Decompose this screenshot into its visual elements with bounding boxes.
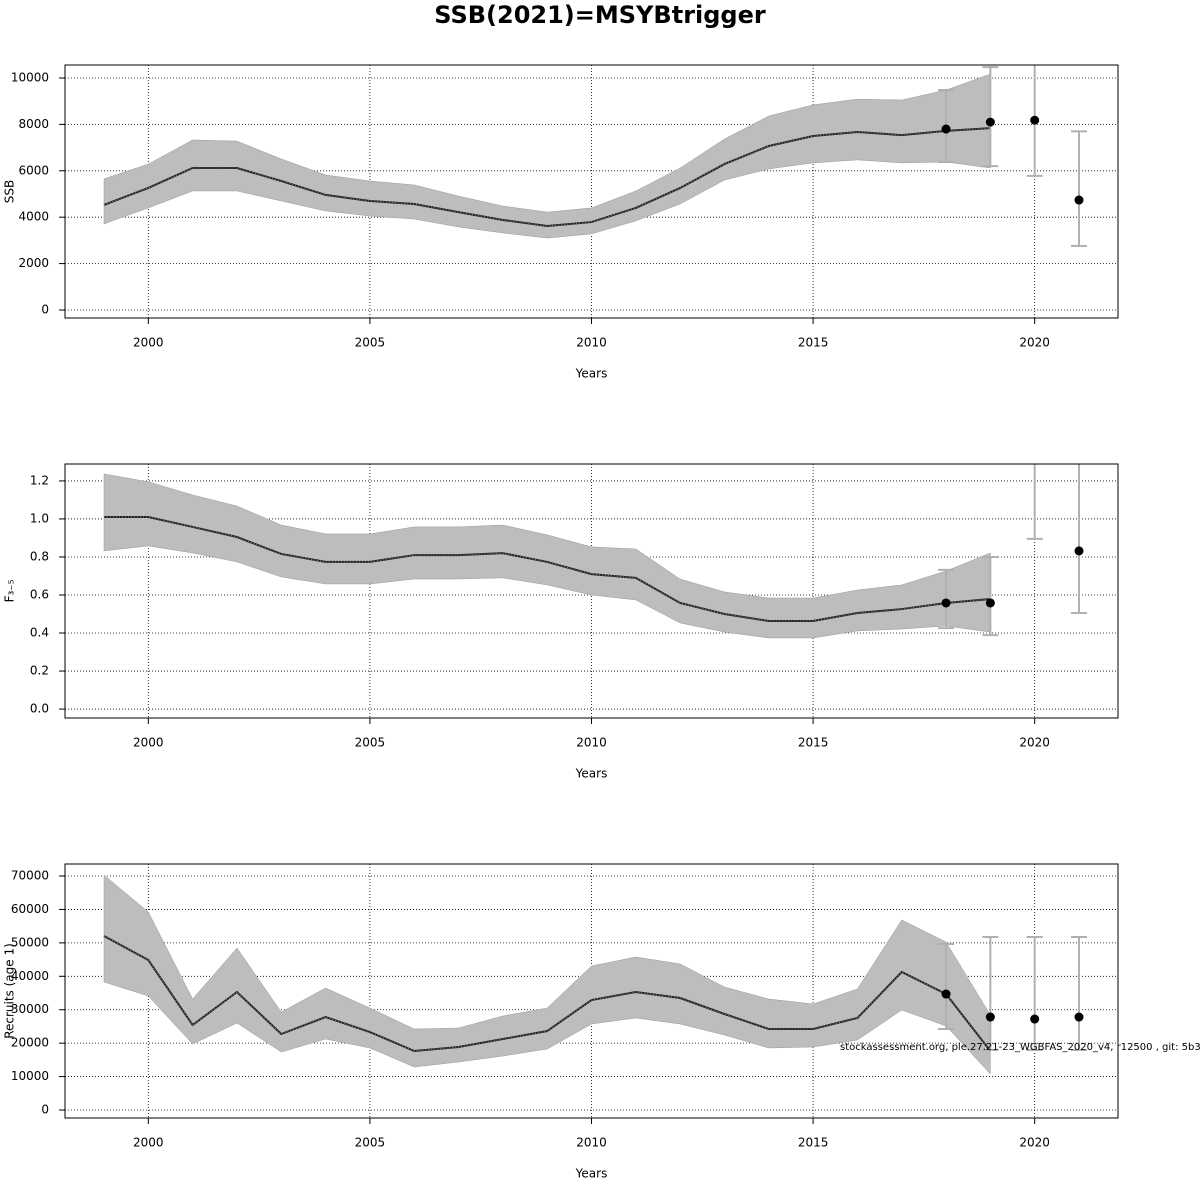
y-tick-label: 0.0 [30, 702, 49, 716]
point [1074, 1012, 1084, 1022]
point [1074, 546, 1084, 556]
y-tick-label: 0.2 [30, 664, 49, 678]
panel: 0 10000 20000 30000 40000 50000 60000 70000 2000… [3, 863, 1119, 1181]
chart-title: SSB(2021)=MSYBtrigger [434, 1, 766, 29]
y-tick-label: 50000 [11, 935, 49, 949]
point [985, 117, 995, 127]
y-tick-label: 10000 [11, 70, 49, 84]
y-tick-label: 1.2 [30, 473, 49, 487]
x-tick-label: 2005 [355, 736, 386, 750]
y-tick-label: 4000 [18, 210, 49, 224]
x-tick-label: 2010 [576, 336, 607, 350]
x-tick-label: 2020 [1019, 336, 1050, 350]
y-tick-label: 10000 [11, 1069, 49, 1083]
x-tick-label: 2015 [798, 336, 829, 350]
point [1074, 195, 1084, 205]
point [1030, 1014, 1040, 1024]
x-axis-label: Years [575, 367, 608, 381]
x-tick-label: 2010 [576, 736, 607, 750]
point [985, 1012, 995, 1022]
estimate-line-dots [103, 127, 991, 227]
plot-frame [64, 64, 1119, 319]
x-tick-label: 2020 [1019, 1136, 1050, 1150]
x-tick-label: 2005 [355, 1136, 386, 1150]
x-tick-label: 2005 [355, 336, 386, 350]
y-axis-label: Recruits (age 1) [3, 943, 17, 1039]
x-tick-label: 2020 [1019, 736, 1050, 750]
y-tick-label: 0 [41, 302, 49, 316]
y-tick-label: 0 [41, 1103, 49, 1117]
x-tick-label: 2000 [133, 336, 164, 350]
plot-area [65, 864, 1118, 1118]
plot-frame [64, 463, 1119, 719]
x-axis-label: Years [575, 767, 608, 781]
x-tick-label: 2000 [133, 736, 164, 750]
plot-area [65, 65, 1118, 318]
y-tick-label: 2000 [18, 256, 49, 270]
y-tick-label: 6000 [18, 163, 49, 177]
panel: 0 2000 4000 6000 8000 10000 2000 2005 2010 2015 20… [3, 64, 1119, 381]
confidence-band [103, 874, 991, 1075]
point [1030, 115, 1040, 125]
x-tick-label: 2015 [798, 736, 829, 750]
y-tick-label: 1.0 [30, 511, 49, 525]
estimate-line-dots [103, 935, 991, 1052]
x-axis-label: Years [575, 1167, 608, 1181]
y-tick-label: 0.6 [30, 587, 49, 601]
y-tick-label: 8000 [18, 117, 49, 131]
y-tick-label: 40000 [11, 969, 49, 983]
point [941, 598, 951, 608]
y-tick-label: 20000 [11, 1036, 49, 1050]
x-tick-label: 2010 [576, 1136, 607, 1150]
x-tick-label: 2015 [798, 1136, 829, 1150]
point [941, 989, 951, 999]
plot-frame [64, 863, 1119, 1119]
y-tick-label: 0.8 [30, 549, 49, 563]
y-tick-label: 70000 [11, 869, 49, 883]
point [941, 124, 951, 134]
y-axis-label: F₃₋₅ [3, 579, 17, 602]
x-tick-label: 2000 [133, 1136, 164, 1150]
point [985, 598, 995, 608]
y-tick-label: 0.4 [30, 626, 49, 640]
y-axis-label: SSB [3, 180, 17, 203]
y-tick-label: 60000 [11, 902, 49, 916]
plot-area [65, 464, 1118, 718]
confidence-band [103, 73, 991, 239]
y-tick-label: 30000 [11, 1002, 49, 1016]
panel: 0.0 0.2 0.4 0.6 0.8 1.0 1.2 2000 2005 2010 2015 202… [3, 463, 1119, 781]
estimate-line-dots [104, 516, 991, 622]
footnote: stockassessment.org, ple.27.21-23_WGBFAS… [840, 1042, 1200, 1053]
